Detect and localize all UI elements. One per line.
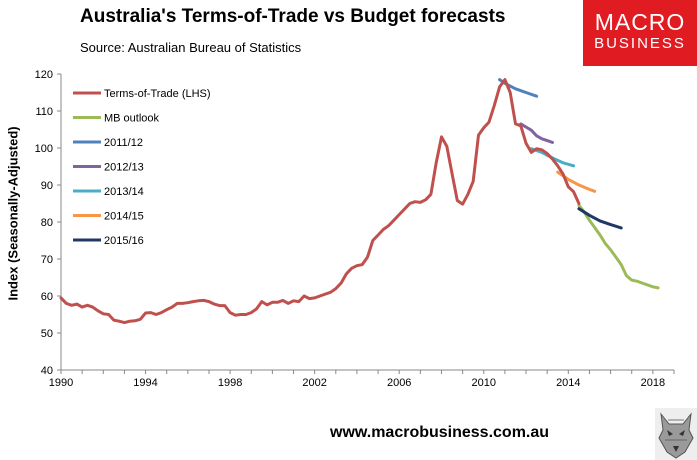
legend-label: 2012/13 xyxy=(104,162,144,174)
legend-label: MB outlook xyxy=(104,113,160,125)
website-url: www.macrobusiness.com.au xyxy=(330,424,550,441)
logo-line2: BUSINESS xyxy=(594,35,686,52)
x-tick-label: 1998 xyxy=(218,377,242,389)
y-tick-label: 50 xyxy=(41,328,53,340)
series-line-terms-of-trade-lhs- xyxy=(59,78,581,325)
series-line-mb-outlook xyxy=(577,203,660,290)
x-tick-label: 2006 xyxy=(387,377,411,389)
x-tick-label: 1990 xyxy=(49,377,73,389)
y-tick-label: 70 xyxy=(41,254,53,266)
y-tick-label: 110 xyxy=(35,106,53,118)
macrobusiness-logo: MACRO BUSINESS xyxy=(583,0,697,66)
logo-line1: MACRO xyxy=(594,9,686,35)
legend-label: 2014/15 xyxy=(104,211,144,223)
wolf-logo-icon xyxy=(655,408,697,460)
legend-label: 2015/16 xyxy=(104,235,144,247)
series-line-2012-13 xyxy=(519,122,554,144)
x-tick-label: 2014 xyxy=(556,377,580,389)
y-tick-label: 90 xyxy=(41,180,53,192)
legend-label: Terms-of-Trade (LHS) xyxy=(104,88,211,100)
chart-title: Australia's Terms-of-Trade vs Budget for… xyxy=(80,6,506,27)
series-line-2015-16 xyxy=(577,207,623,230)
chart-subtitle: Source: Australian Bureau of Statistics xyxy=(80,40,302,55)
y-tick-label: 40 xyxy=(41,365,53,377)
y-tick-label: 60 xyxy=(41,291,53,303)
y-tick-label: 120 xyxy=(35,69,53,81)
y-tick-label: 80 xyxy=(41,217,53,229)
x-tick-label: 2002 xyxy=(302,377,326,389)
y-tick-label: 100 xyxy=(35,143,53,155)
legend-label: 2011/12 xyxy=(104,137,143,149)
x-tick-label: 2010 xyxy=(472,377,496,389)
x-tick-label: 1994 xyxy=(133,377,157,389)
legend-label: 2013/14 xyxy=(104,186,144,198)
x-tick-label: 2018 xyxy=(641,377,665,389)
